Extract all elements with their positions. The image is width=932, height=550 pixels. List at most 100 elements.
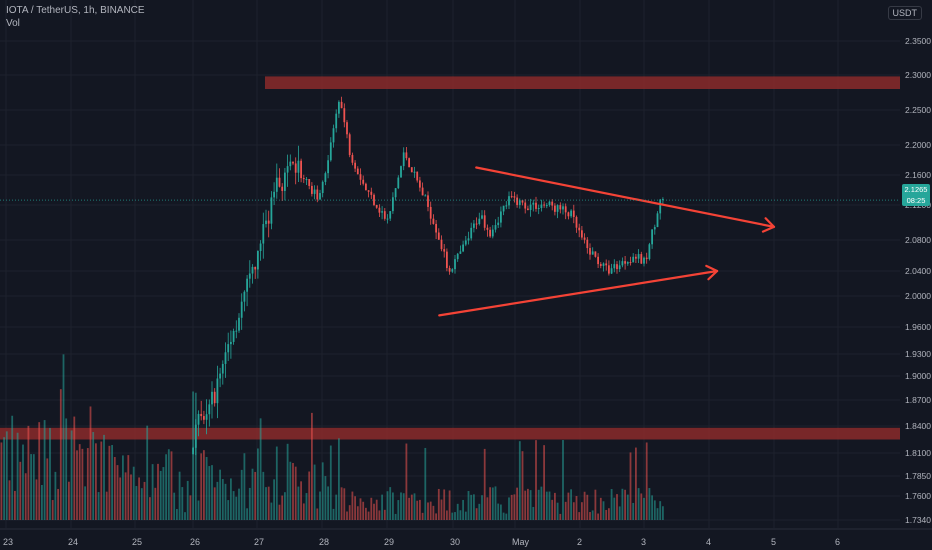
volume-bar <box>302 503 305 520</box>
volume-bar <box>8 480 11 520</box>
volume-bar <box>478 503 481 520</box>
candle-body <box>297 160 300 173</box>
volume-label: Vol <box>6 18 20 29</box>
candle-body <box>540 204 543 209</box>
volume-bar <box>602 501 605 520</box>
volume-bar <box>176 509 178 520</box>
candle-body <box>232 330 235 342</box>
candle-body <box>489 229 491 237</box>
volume-bar <box>356 506 359 520</box>
volume-bar <box>343 488 346 520</box>
candle-body <box>637 254 640 259</box>
currency-unit-badge[interactable]: USDT <box>887 6 922 20</box>
volume-bar <box>643 497 645 520</box>
volume-bar <box>505 513 508 520</box>
volume-bar <box>621 488 624 520</box>
candle-body <box>432 218 435 224</box>
volume-bar <box>235 496 238 520</box>
volume-bar <box>292 463 294 520</box>
volume-bar <box>392 492 394 520</box>
price-tick-label: 1.7850 <box>905 471 931 481</box>
volume-bar <box>383 509 386 520</box>
candle-body <box>475 223 478 225</box>
volume-bar <box>556 502 559 520</box>
candle-body <box>405 152 408 159</box>
volume-bar <box>254 471 257 520</box>
volume-bar <box>651 495 653 520</box>
volume-bar <box>413 493 416 520</box>
candle-body <box>300 160 302 179</box>
volume-bar <box>437 488 440 520</box>
volume-bar <box>68 481 70 520</box>
volume-bar <box>610 489 613 520</box>
candle-body <box>537 208 540 210</box>
volume-bar <box>49 427 51 520</box>
candle-body <box>464 240 467 245</box>
candle-body <box>238 317 240 331</box>
volume-bar <box>38 422 41 520</box>
volume-bar <box>130 474 132 520</box>
volume-bar <box>389 487 392 520</box>
candle-body <box>597 256 599 265</box>
candle-body <box>427 195 429 207</box>
volume-bar <box>551 499 554 520</box>
candle-body <box>421 187 424 196</box>
volume-bar <box>362 501 365 520</box>
candle-body <box>505 205 508 207</box>
price-tick-label: 1.9300 <box>905 349 931 359</box>
candle-body <box>653 227 656 230</box>
candle-body <box>648 244 651 259</box>
candle-body <box>316 189 319 200</box>
candle-body <box>402 152 405 167</box>
candle-body <box>389 211 392 219</box>
volume-bar <box>521 451 524 520</box>
candle-body <box>392 197 394 212</box>
volume-bar <box>57 488 59 520</box>
volume-bar <box>24 473 27 520</box>
last-price-value: 2.1265 <box>904 185 928 194</box>
volume-bar <box>375 499 378 520</box>
candle-body <box>338 101 340 114</box>
price-tick-label: 2.3000 <box>905 70 931 80</box>
time-tick-label: 24 <box>68 537 78 547</box>
candle-body <box>570 210 572 217</box>
candle-body <box>348 134 351 155</box>
candle-body <box>270 197 273 224</box>
candle-body <box>254 266 257 270</box>
candle-body <box>257 250 259 270</box>
candle-body <box>227 344 230 353</box>
candle-body <box>305 179 308 181</box>
resistance-trendline <box>475 166 776 228</box>
candle-body <box>491 229 494 237</box>
support-zone <box>0 427 900 440</box>
candle-body <box>319 193 321 200</box>
volume-bar <box>35 479 38 520</box>
price-tick-label: 1.7340 <box>905 515 931 525</box>
candle-body <box>346 122 348 135</box>
candle-body <box>513 196 516 198</box>
volume-bar <box>540 486 543 520</box>
volume-bar <box>319 491 321 520</box>
volume-bar <box>157 463 159 520</box>
candle-body <box>373 194 375 205</box>
candle-body <box>575 216 578 228</box>
candle-body <box>443 249 446 252</box>
price-tick-label: 1.9000 <box>905 371 931 381</box>
volume-bar <box>173 492 176 520</box>
candle-body <box>281 186 284 191</box>
candle-body <box>529 204 532 210</box>
volume-bar <box>405 443 408 520</box>
trendline-arrowhead <box>705 264 719 281</box>
volume-bar <box>462 499 464 520</box>
time-tick-label: 3 <box>641 537 646 547</box>
candle-body <box>343 108 346 123</box>
candle-body <box>618 265 621 270</box>
candle-body <box>478 218 481 224</box>
volume-bar <box>308 471 311 520</box>
volume-bar <box>656 508 659 520</box>
candle-body <box>311 185 313 194</box>
volume-bar <box>51 500 54 520</box>
candle-body <box>613 264 616 269</box>
candle-body <box>459 251 462 254</box>
